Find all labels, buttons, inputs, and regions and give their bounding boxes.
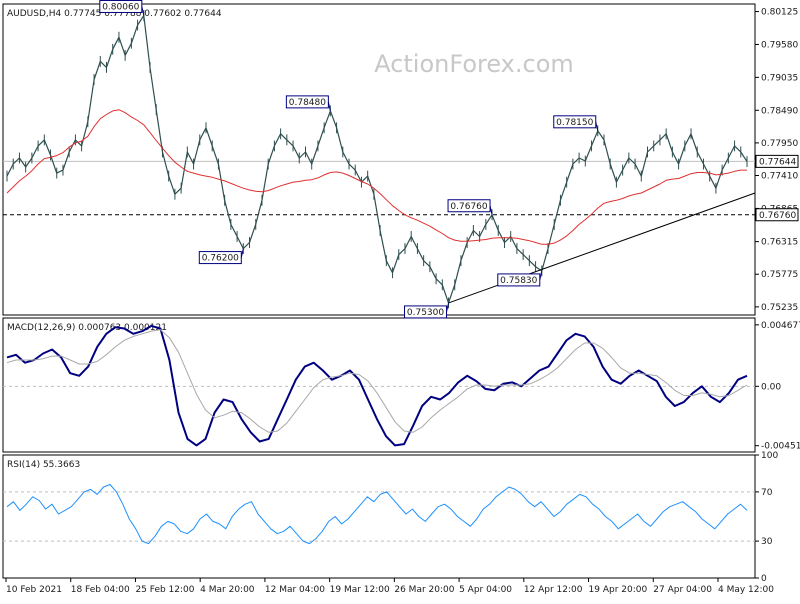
price-ytick-label: 0.79580 [761, 40, 798, 50]
price-annotation-label: 0.80060 [102, 2, 139, 12]
rsi-ytick-label: 100 [761, 451, 778, 461]
watermark: ActionForex.com [374, 50, 574, 78]
macd-frame [2, 317, 756, 453]
macd-title: MACD(12,26,9) 0.000763 0.000121 [7, 323, 167, 333]
price-annotation-pointer [595, 121, 599, 131]
macd-ytick-label: -0.004519 [761, 442, 800, 452]
price-ytick-label: 0.75235 [761, 303, 798, 313]
current-price-box [755, 154, 799, 168]
price-ytick-label: 0.77950 [761, 139, 798, 149]
price-annotation-label: 0.76200 [202, 254, 239, 264]
price-annotation-pointer [539, 270, 543, 281]
price-annotation-label: 0.75300 [407, 308, 444, 318]
support-level-box [755, 208, 799, 222]
x-tick-label: 26 Mar 20:00 [394, 585, 454, 595]
macd-panel: MACD(12,26,9) 0.000763 0.000121 0.004677 0… [3, 321, 800, 452]
macd-series-0 [6, 324, 748, 447]
x-tick-label: 18 Feb 04:00 [71, 585, 130, 595]
current-price-label: 0.77644 [759, 157, 796, 167]
x-tick-label: 19 Mar 12:00 [330, 585, 390, 595]
x-tick-label: 4 Mar 20:00 [200, 585, 255, 595]
rsi-ytick-label: 0 [761, 574, 767, 584]
macd-ytick-label: 0.004677 [761, 321, 800, 331]
macd-series-1 [6, 329, 748, 433]
price-ytick-label: 0.79035 [761, 73, 798, 83]
price-series-0 [6, 14, 748, 304]
support-level-label: 0.76760 [759, 211, 796, 221]
x-axis: 10 Feb 2021 18 Feb 04:00 25 Feb 12:00 4 Mar… [5, 578, 774, 595]
x-tick-label: 12 Apr 12:00 [524, 585, 583, 595]
price-series-1 [6, 109, 747, 245]
x-tick-label: 10 Feb 2021 [6, 585, 62, 595]
price-frame [2, 3, 756, 316]
price-annotation-pointer [141, 6, 145, 16]
x-tick-label: 19 Apr 20:00 [589, 585, 648, 595]
price-annotation-label: 0.75830 [500, 276, 537, 286]
price-annotation-label: 0.76760 [450, 202, 487, 212]
rsi-frame [2, 454, 756, 579]
panel-frames [2, 3, 756, 579]
x-tick-label: 12 Mar 04:00 [265, 585, 325, 595]
rsi-ytick-label: 30 [761, 537, 773, 547]
price-annotation-pointer [446, 302, 450, 313]
price-ytick-label: 0.80125 [761, 8, 798, 18]
rsi-series-0 [6, 484, 748, 545]
rsi-panel: RSI(14) 55.3663 100 70 30 0 [3, 451, 778, 584]
x-tick-label: 27 Apr 04:00 [653, 585, 712, 595]
price-ytick-label: 0.75775 [761, 270, 798, 280]
price-ytick-label: 0.78490 [761, 106, 798, 116]
price-ytick-label: 0.77410 [761, 172, 798, 182]
rising-trendline [448, 192, 756, 304]
price-annotation-label: 0.78480 [289, 98, 326, 108]
price-annotation-pointer [489, 205, 493, 215]
price-panel: AUDUSD,H4 0.77745 0.77788 0.77602 0.7764… [3, 0, 799, 319]
x-tick-label: 4 May 12:00 [718, 585, 774, 595]
x-tick-label: 5 Apr 04:00 [459, 585, 512, 595]
price-annotation-pointer [327, 101, 331, 111]
rsi-ytick-label: 70 [761, 488, 773, 498]
price-annotation-label: 0.78150 [556, 118, 593, 128]
macd-ytick-label: 0.00 [761, 382, 781, 392]
price-annotation-pointer [240, 248, 244, 258]
price-title: AUDUSD,H4 0.77745 0.77788 0.77602 0.7764… [7, 9, 222, 19]
x-tick-label: 25 Feb 12:00 [135, 585, 194, 595]
rsi-title: RSI(14) 55.3663 [7, 460, 80, 470]
price-ytick-label: 0.76315 [761, 238, 798, 248]
